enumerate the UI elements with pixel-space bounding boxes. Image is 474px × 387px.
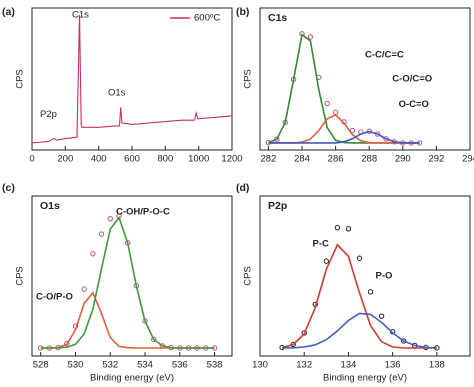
plot-frame bbox=[31, 195, 233, 357]
series-line bbox=[281, 243, 437, 349]
x-tick-label: 800 bbox=[157, 154, 173, 165]
data-point bbox=[324, 100, 330, 107]
x-tick-label: 288 bbox=[361, 154, 377, 165]
plot-frame bbox=[31, 7, 233, 151]
x-tick-label: 532 bbox=[102, 360, 118, 371]
annotation: O1s bbox=[108, 88, 126, 99]
x-tick-label: 538 bbox=[207, 360, 223, 371]
data-point bbox=[356, 255, 363, 261]
panel-title: C1s bbox=[268, 12, 287, 24]
series-line bbox=[268, 130, 420, 144]
peak-label: O-C=O bbox=[399, 99, 429, 110]
data-point bbox=[334, 224, 341, 231]
data-point bbox=[274, 136, 280, 142]
peak-label: C-OH/P-O-C bbox=[116, 207, 170, 218]
x-tick-label: 134 bbox=[340, 360, 356, 371]
panel-label: (d) bbox=[236, 182, 249, 194]
data-point bbox=[307, 34, 314, 40]
y-axis-label: CPS bbox=[243, 69, 254, 89]
x-tick-label: 200 bbox=[57, 154, 73, 165]
data-point bbox=[151, 336, 157, 343]
data-point bbox=[400, 338, 407, 344]
x-tick-label: 130 bbox=[252, 360, 268, 371]
x-tick-label: 528 bbox=[33, 360, 49, 371]
x-tick-label: 536 bbox=[172, 360, 188, 371]
x-tick-label: 530 bbox=[68, 360, 84, 371]
data-point bbox=[332, 109, 339, 115]
x-tick-label: 132 bbox=[296, 360, 312, 371]
y-axis-label: CPS bbox=[15, 266, 26, 286]
panel-label: (a) bbox=[2, 6, 15, 18]
x-tick-label: 1200 bbox=[221, 154, 242, 165]
x-tick-label: 284 bbox=[294, 154, 310, 165]
annotation: C1s bbox=[72, 10, 89, 21]
x-tick-label: 0 bbox=[29, 154, 34, 165]
x-axis-label: Binding energy (eV) bbox=[323, 373, 407, 384]
panel-label: (b) bbox=[236, 6, 249, 18]
data-point bbox=[345, 226, 352, 232]
x-tick-label: 290 bbox=[395, 154, 411, 165]
x-tick-label: 138 bbox=[429, 360, 445, 371]
data-point bbox=[98, 231, 105, 237]
data-point bbox=[90, 251, 96, 257]
peak-label: C-O/P-O bbox=[36, 291, 73, 302]
peak-label: C-O/C=O bbox=[392, 74, 432, 85]
data-point bbox=[301, 330, 307, 336]
series-line bbox=[282, 312, 437, 349]
x-tick-label: 294 bbox=[462, 154, 474, 165]
x-tick-label: 1000 bbox=[188, 154, 209, 165]
x-tick-label: 286 bbox=[328, 154, 344, 165]
peak-label: C-C/C=C bbox=[365, 49, 404, 60]
data-point bbox=[323, 258, 330, 264]
peak-label: P-O bbox=[376, 271, 393, 282]
x-tick-label: 136 bbox=[385, 360, 401, 371]
panel-title: P2p bbox=[268, 200, 287, 212]
plot-frame bbox=[259, 7, 471, 151]
panel-title: O1s bbox=[40, 200, 60, 212]
series-line bbox=[31, 15, 233, 144]
x-tick-label: 534 bbox=[137, 360, 153, 371]
data-point bbox=[107, 216, 113, 222]
data-point bbox=[81, 286, 87, 292]
x-tick-label: 600 bbox=[124, 154, 140, 165]
x-tick-label: 400 bbox=[91, 154, 107, 165]
y-axis-label: CPS bbox=[243, 266, 254, 286]
y-axis-label: CPS bbox=[15, 69, 26, 89]
panel-label: (c) bbox=[2, 182, 15, 194]
data-point bbox=[366, 128, 372, 134]
x-axis-label: Binding energy (eV) bbox=[90, 373, 174, 384]
data-point bbox=[367, 289, 374, 295]
peak-label: P-C bbox=[313, 239, 330, 250]
x-tick-label: 292 bbox=[428, 154, 444, 165]
data-point bbox=[64, 340, 70, 347]
x-tick-label: 282 bbox=[260, 154, 276, 165]
plot-frame bbox=[259, 195, 471, 357]
series-line bbox=[268, 113, 420, 144]
legend-label: 600ºC bbox=[194, 13, 220, 24]
data-point bbox=[378, 313, 385, 319]
series-line bbox=[40, 215, 215, 349]
annotation: P2p bbox=[40, 109, 57, 120]
